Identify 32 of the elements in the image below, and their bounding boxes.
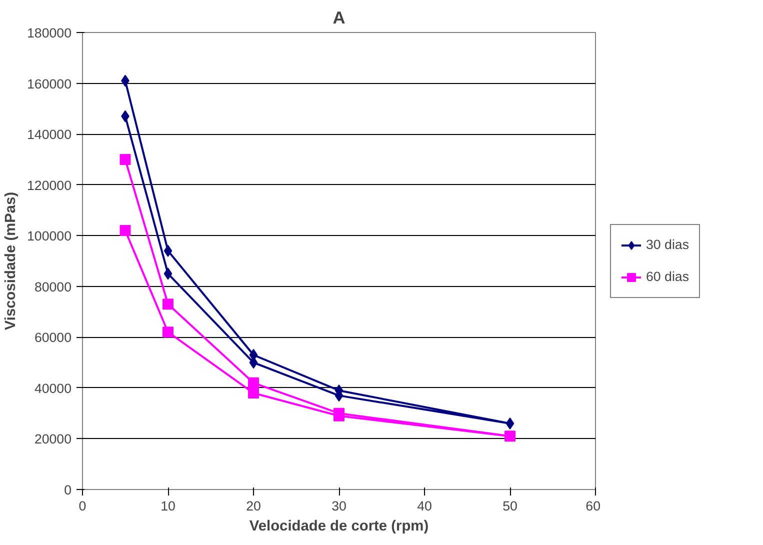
legend-label: 30 dias xyxy=(646,237,689,252)
x-tick-label: 30 xyxy=(332,498,346,514)
x-tick-label: 40 xyxy=(417,498,432,514)
chart-title: A xyxy=(332,8,346,28)
point xyxy=(506,417,514,430)
legend-label: 60 dias xyxy=(646,269,689,284)
point xyxy=(162,298,174,310)
x-tick-label: 50 xyxy=(502,498,518,514)
x-tick-label: 60 xyxy=(586,498,601,514)
y-tick-label: 160000 xyxy=(27,76,72,92)
y-tick-label: 20000 xyxy=(34,432,72,447)
point xyxy=(120,154,131,165)
y-tick-label: 40000 xyxy=(34,380,72,396)
point xyxy=(162,326,174,338)
x-tick-label: 20 xyxy=(246,498,261,514)
y-tick-label: 140000 xyxy=(27,127,72,142)
x-tick-label: 10 xyxy=(160,498,176,514)
point xyxy=(164,244,172,257)
point xyxy=(248,377,259,388)
point xyxy=(248,388,259,399)
y-tick-label: 100000 xyxy=(27,228,72,244)
x-tick-label: 0 xyxy=(78,498,86,514)
y-tick-label: 0 xyxy=(64,482,72,498)
x-axis-title: Velocidade de corte (rpm) xyxy=(249,518,429,534)
y-axis-title: Viscosidade (mPas) xyxy=(3,192,20,330)
y-tick-label: 120000 xyxy=(27,178,72,193)
y-tick-label: 80000 xyxy=(34,279,72,294)
point xyxy=(120,225,131,236)
y-tick-label: 180000 xyxy=(27,26,72,40)
point xyxy=(504,430,516,442)
y-tick-label: 60000 xyxy=(34,330,72,346)
point xyxy=(164,268,172,280)
